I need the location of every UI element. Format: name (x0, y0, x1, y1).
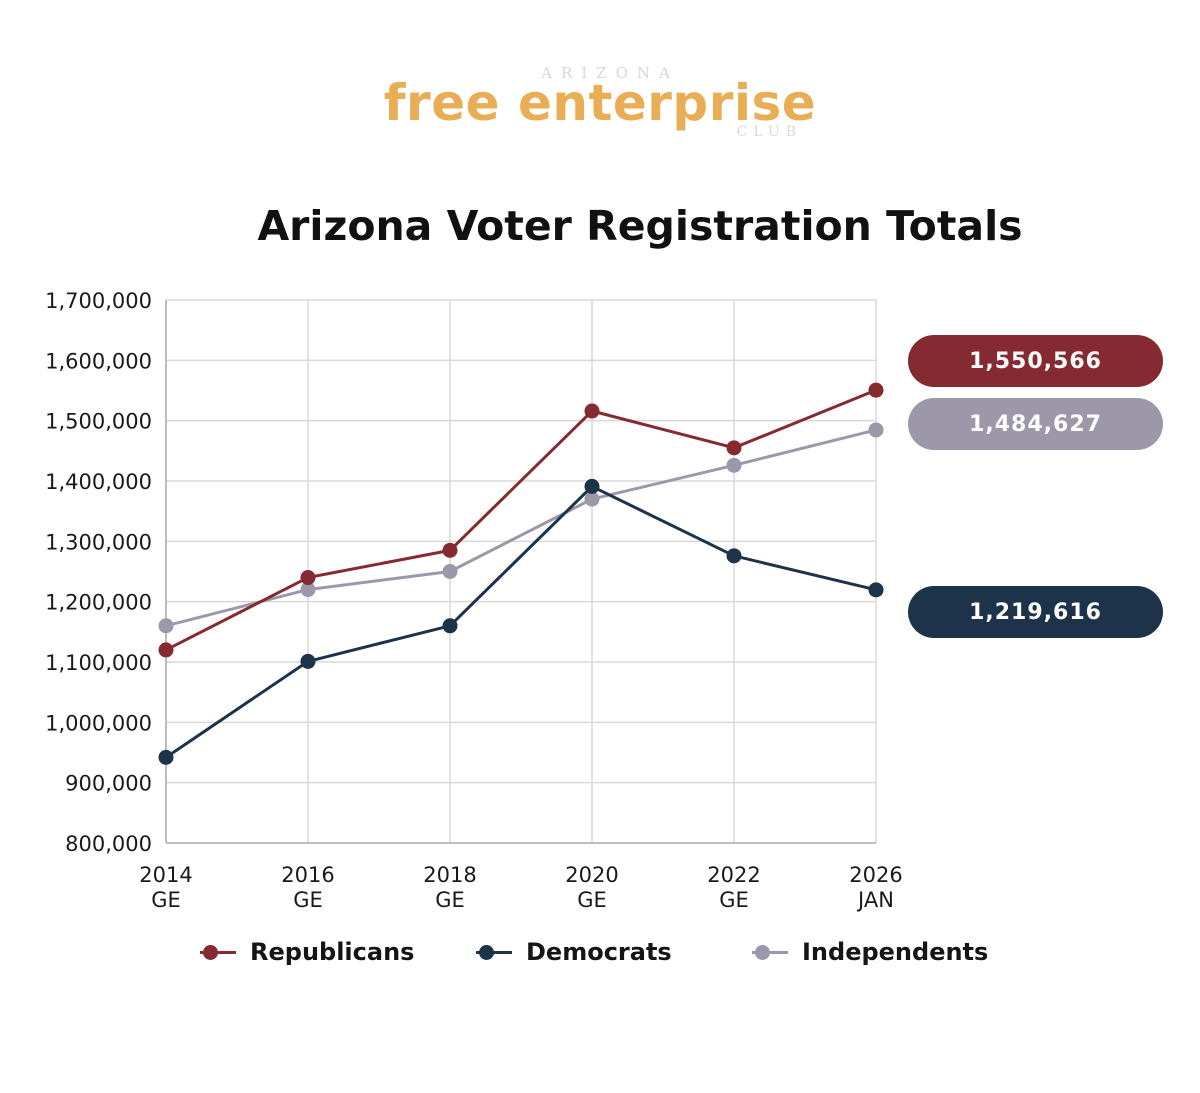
data-point-democrats (442, 618, 458, 634)
legend-swatch-dot (755, 945, 770, 960)
data-point-independents (158, 618, 174, 634)
x-tick-label: 2020 (565, 863, 618, 887)
y-axis-tick-labels: 800,000 900,000 1,000,000 1,100,000 1,200,00… (45, 289, 152, 856)
y-tick-label: 900,000 (65, 772, 152, 796)
legend-swatch-dot (479, 945, 494, 960)
x-tick-label: 2014 (139, 863, 192, 887)
legend-item-democrats: Democrats (476, 934, 672, 970)
y-tick-label: 1,300,000 (45, 530, 152, 554)
data-point-republicans (726, 440, 742, 456)
logo-bottom-text: CLUB (736, 124, 802, 140)
data-point-independents (300, 582, 316, 598)
x-tick-label: GE (577, 888, 607, 912)
legend-swatch-line (752, 951, 788, 954)
data-point-democrats (726, 548, 742, 564)
series-line-independents (165, 428, 877, 628)
x-tick-label: 2018 (423, 863, 476, 887)
legend-label: Democrats (526, 938, 672, 966)
data-point-republicans (584, 403, 600, 419)
x-tick-label: JAN (856, 888, 894, 912)
legend-item-independents: Independents (752, 934, 988, 970)
legend-swatch (752, 934, 788, 970)
series-independents (158, 422, 884, 634)
legend-item-republicans: Republicans (200, 934, 414, 970)
data-point-democrats (868, 582, 884, 598)
y-tick-label: 1,500,000 (45, 410, 152, 434)
chart-grid (165, 299, 877, 844)
chart-legend: Republicans Democrats Independents (0, 934, 1200, 970)
x-tick-label: GE (719, 888, 749, 912)
data-point-republicans (868, 382, 884, 398)
series-line-republicans (165, 388, 877, 652)
x-tick-label: GE (293, 888, 323, 912)
data-point-democrats (158, 749, 174, 765)
legend-swatch-line (476, 951, 512, 954)
data-point-independents (868, 422, 884, 438)
series-line-democrats (165, 484, 877, 759)
end-value-badge-independents: 1,484,627 (908, 398, 1163, 450)
data-point-republicans (300, 570, 316, 586)
legend-label: Independents (802, 938, 989, 966)
series-democrats (158, 478, 884, 765)
legend-swatch-line (200, 951, 236, 954)
y-tick-label: 1,400,000 (45, 470, 152, 494)
y-tick-label: 1,200,000 (45, 591, 152, 615)
end-value-badge-republicans: 1,550,566 (908, 335, 1163, 387)
chart-title: Arizona Voter Registration Totals (257, 202, 1023, 250)
data-point-independents (726, 457, 742, 473)
logo-main-text: free enterprise (383, 74, 817, 132)
legend-label: Republicans (250, 938, 415, 966)
data-point-independents (584, 491, 600, 507)
legend-swatch-dot (203, 945, 218, 960)
legend-swatch (200, 934, 236, 970)
end-value-badge-democrats: 1,219,616 (908, 586, 1163, 638)
data-point-independents (442, 564, 458, 579)
brand-logo: ARIZONA free enterprise CLUB (380, 60, 820, 150)
data-point-republicans (442, 542, 458, 558)
legend-swatch (476, 934, 512, 970)
y-tick-label: 1,000,000 (45, 711, 152, 735)
logo-top-text: ARIZONA (541, 64, 679, 82)
data-point-democrats (584, 478, 600, 494)
y-tick-label: 1,100,000 (45, 651, 152, 675)
data-point-republicans (158, 642, 174, 658)
y-tick-label: 1,700,000 (45, 289, 152, 313)
x-tick-label: GE (435, 888, 465, 912)
y-tick-label: 1,600,000 (45, 349, 152, 373)
x-tick-label: 2026 (849, 863, 902, 887)
data-point-democrats (300, 653, 316, 669)
x-tick-label: 2016 (281, 863, 334, 887)
x-tick-label: GE (151, 888, 181, 912)
x-tick-label: 2022 (707, 863, 760, 887)
y-tick-label: 800,000 (65, 832, 152, 856)
chart-series (158, 382, 884, 765)
series-republicans (158, 382, 884, 658)
